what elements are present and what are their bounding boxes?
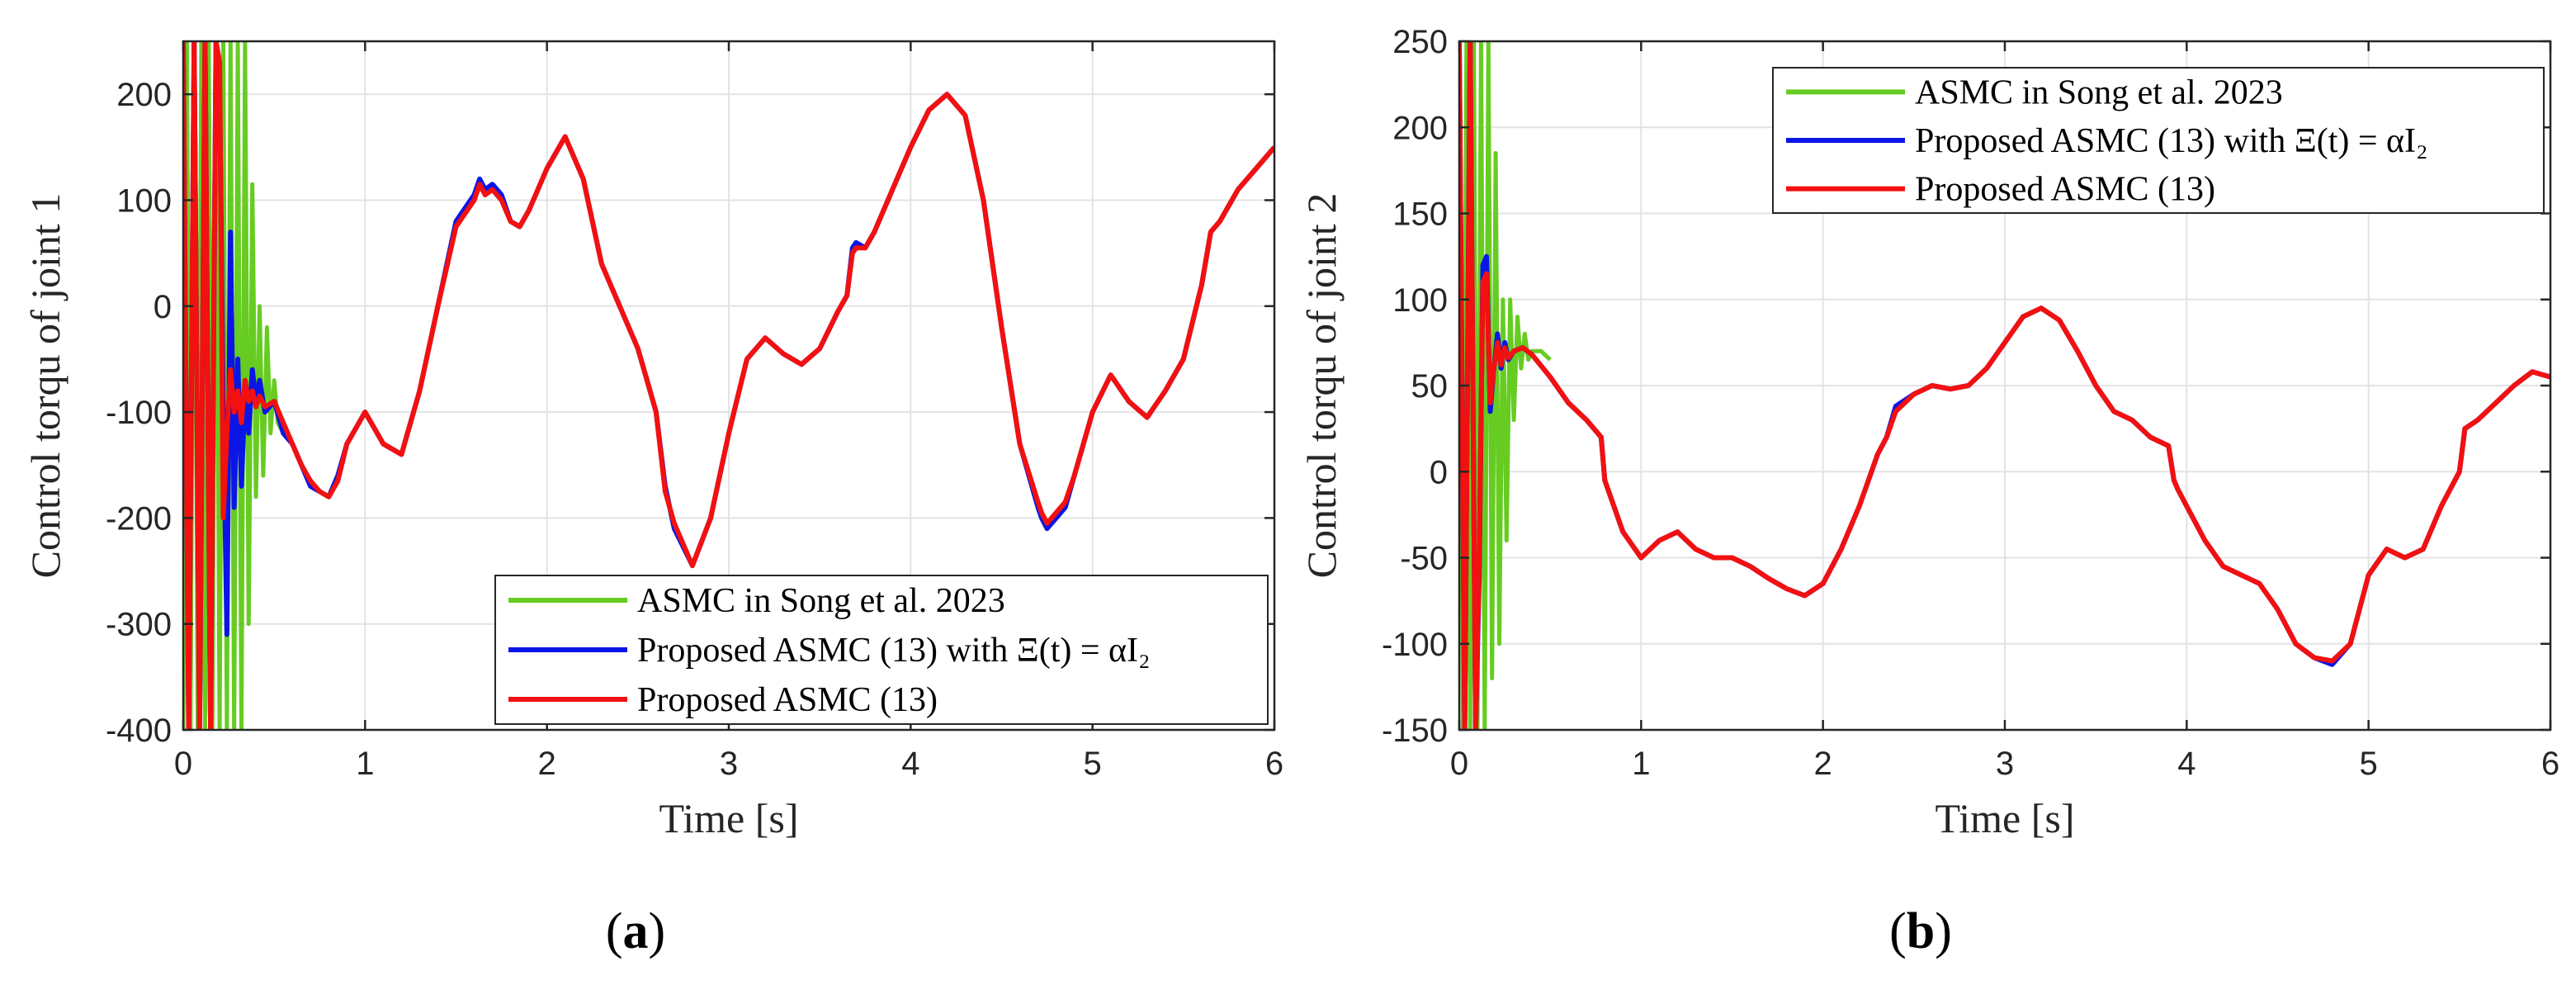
y-tick-label: -150 — [1382, 713, 1448, 749]
y-tick-label: -300 — [106, 607, 172, 643]
x-tick-label: 4 — [901, 746, 919, 782]
y-tick-label: 150 — [1392, 197, 1448, 233]
y-tick-label: 200 — [116, 77, 172, 113]
y-axis-title: Control torqu of joint 1 — [22, 193, 69, 579]
x-tick-label: 2 — [538, 746, 556, 782]
y-tick-label: -50 — [1400, 541, 1448, 577]
x-axis-title: Time [s] — [659, 795, 798, 841]
y-tick-label: 50 — [1411, 368, 1449, 405]
chart-a: 0 1 2 3 4 5 6 -400 -300 -200 -100 0 100 200 Time [s] Co… — [22, 40, 1283, 841]
y-tick-label: -400 — [106, 713, 172, 749]
x-tick-label: 1 — [356, 746, 374, 782]
y-tick-label: 100 — [1392, 282, 1448, 319]
legend: ASMC in Song et al. 2023 Proposed ASMC (1… — [494, 575, 1269, 725]
series-group — [1459, 41, 2550, 730]
x-tick-label: 4 — [2177, 746, 2196, 782]
y-tick-label: 100 — [116, 182, 172, 219]
x-tick-label: 6 — [2541, 746, 2559, 782]
legend-label-2: Proposed ASMC (13) with Ξ(t) = αI₂ — [637, 632, 1151, 670]
y-tick-label: 250 — [1392, 24, 1448, 60]
x-tick-label: 3 — [720, 746, 738, 782]
y-tick-label: -100 — [1382, 627, 1448, 663]
x-axis-title: Time [s] — [1935, 795, 2074, 841]
caption-b: (b) — [1889, 903, 1952, 959]
y-axis-title: Control torqu of joint 2 — [1298, 193, 1345, 579]
series-line-3 — [1459, 41, 2550, 730]
series-line-3 — [183, 41, 1274, 730]
x-tick-label: 1 — [1632, 746, 1650, 782]
x-tick-label: 5 — [1084, 746, 1102, 782]
legend-label-3: Proposed ASMC (13) — [1915, 171, 2215, 209]
legend-label-3: Proposed ASMC (13) — [637, 681, 938, 719]
y-tick-label: 0 — [1430, 454, 1448, 490]
x-tick-label: 6 — [1265, 746, 1283, 782]
y-tick-label: 200 — [1392, 110, 1448, 146]
caption-a: (a) — [606, 903, 665, 959]
chart-b: 0 1 2 3 4 5 6 -150 -100 -50 0 50 100 150 200 250 Time [s… — [1298, 24, 2559, 841]
x-tick-label: 0 — [1450, 746, 1468, 782]
legend-label-1: ASMC in Song et al. 2023 — [1915, 73, 2283, 111]
legend-label-2: Proposed ASMC (13) with Ξ(t) = αI₂ — [1915, 122, 2428, 160]
x-tick-label: 0 — [174, 746, 192, 782]
legend: ASMC in Song et al. 2023 Proposed ASMC (1… — [1772, 67, 2545, 214]
x-tick-label: 5 — [2360, 746, 2378, 782]
x-tick-label: 2 — [1814, 746, 1832, 782]
y-tick-label: -100 — [106, 395, 172, 431]
x-tick-label: 3 — [1996, 746, 2014, 782]
legend-label-1: ASMC in Song et al. 2023 — [637, 582, 1005, 620]
y-tick-label: -200 — [106, 500, 172, 537]
series-group — [183, 41, 1274, 730]
y-tick-label: 0 — [154, 289, 172, 325]
